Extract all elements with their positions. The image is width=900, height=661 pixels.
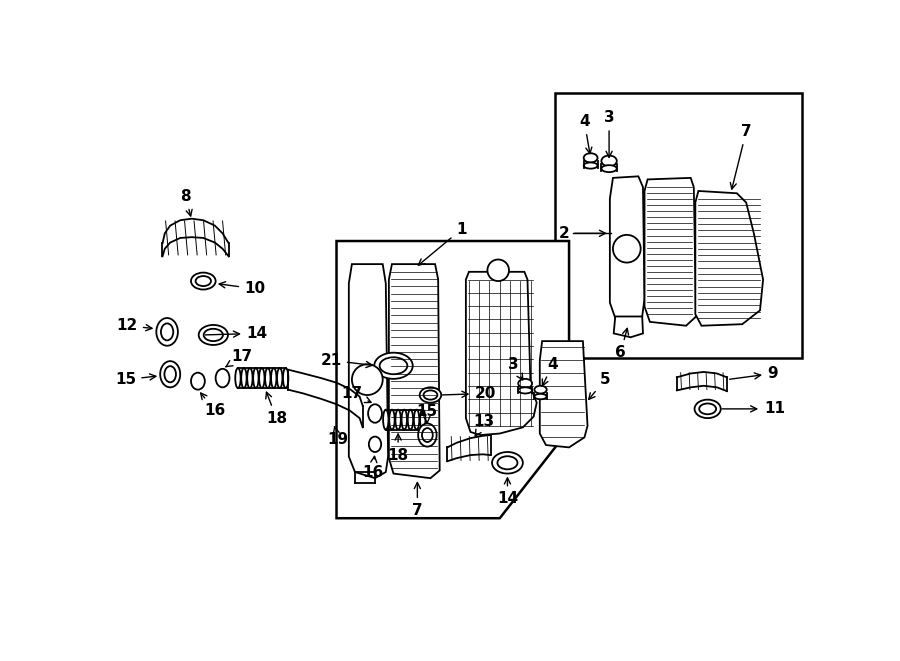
Text: 18: 18 [388, 434, 409, 463]
Polygon shape [610, 176, 644, 324]
Polygon shape [337, 241, 569, 518]
Ellipse shape [248, 368, 253, 388]
Ellipse shape [418, 424, 436, 447]
Polygon shape [614, 317, 643, 337]
Text: 13: 13 [473, 414, 495, 436]
Ellipse shape [191, 272, 216, 290]
Ellipse shape [535, 386, 546, 393]
Text: 16: 16 [362, 456, 383, 479]
Ellipse shape [395, 410, 400, 430]
Text: 4: 4 [543, 357, 558, 386]
Circle shape [613, 235, 641, 262]
Ellipse shape [203, 329, 223, 341]
Ellipse shape [695, 400, 721, 418]
Text: 14: 14 [497, 478, 518, 506]
Text: 7: 7 [412, 483, 423, 518]
Ellipse shape [160, 361, 180, 387]
Text: 5: 5 [589, 372, 610, 399]
Text: 2: 2 [558, 226, 606, 241]
Ellipse shape [165, 366, 176, 382]
Polygon shape [349, 264, 388, 478]
Text: 14: 14 [205, 326, 268, 341]
Ellipse shape [492, 452, 523, 473]
Polygon shape [696, 191, 763, 326]
Text: 18: 18 [266, 392, 287, 426]
Ellipse shape [518, 387, 532, 393]
Ellipse shape [253, 368, 258, 388]
Ellipse shape [266, 368, 271, 388]
Ellipse shape [601, 155, 617, 167]
Text: 7: 7 [730, 124, 752, 189]
Circle shape [352, 364, 382, 395]
Ellipse shape [390, 410, 394, 430]
Ellipse shape [259, 368, 265, 388]
Ellipse shape [424, 391, 437, 400]
Ellipse shape [584, 163, 598, 169]
Ellipse shape [374, 353, 413, 379]
Text: 17: 17 [342, 386, 371, 403]
Text: 4: 4 [579, 114, 592, 153]
Ellipse shape [283, 368, 288, 388]
Ellipse shape [498, 456, 518, 469]
Ellipse shape [422, 428, 433, 442]
Ellipse shape [419, 387, 441, 403]
Ellipse shape [216, 369, 230, 387]
Text: 19: 19 [328, 426, 348, 447]
Polygon shape [466, 272, 536, 435]
Text: 15: 15 [115, 372, 156, 387]
Polygon shape [540, 341, 588, 447]
Ellipse shape [383, 410, 389, 430]
Ellipse shape [195, 276, 211, 286]
Text: 15: 15 [416, 405, 437, 423]
Polygon shape [644, 178, 696, 326]
Text: 10: 10 [219, 282, 266, 296]
Text: 8: 8 [180, 189, 192, 216]
Ellipse shape [401, 410, 407, 430]
Bar [555, 93, 803, 358]
Text: 16: 16 [201, 393, 226, 418]
Text: 12: 12 [117, 318, 152, 333]
Ellipse shape [191, 373, 205, 389]
Ellipse shape [161, 323, 174, 340]
Text: 3: 3 [604, 110, 615, 157]
Ellipse shape [235, 368, 240, 388]
Ellipse shape [277, 368, 283, 388]
Ellipse shape [420, 410, 426, 430]
Ellipse shape [699, 403, 716, 414]
Ellipse shape [518, 379, 532, 388]
Text: 20: 20 [443, 386, 497, 401]
Text: 17: 17 [226, 349, 252, 367]
Circle shape [488, 260, 509, 281]
Ellipse shape [199, 325, 228, 345]
Ellipse shape [408, 410, 413, 430]
Ellipse shape [241, 368, 247, 388]
Ellipse shape [584, 153, 598, 163]
Ellipse shape [380, 358, 408, 374]
Text: 3: 3 [508, 357, 523, 380]
Text: 11: 11 [722, 401, 785, 416]
Ellipse shape [601, 165, 617, 172]
Ellipse shape [271, 368, 276, 388]
Text: 1: 1 [418, 222, 466, 265]
Ellipse shape [368, 405, 382, 423]
Text: 21: 21 [320, 353, 373, 368]
Text: 9: 9 [730, 366, 778, 381]
Ellipse shape [414, 410, 419, 430]
Text: 6: 6 [616, 329, 628, 360]
Ellipse shape [157, 318, 178, 346]
Ellipse shape [369, 437, 382, 452]
Ellipse shape [535, 394, 546, 399]
Polygon shape [389, 264, 440, 478]
